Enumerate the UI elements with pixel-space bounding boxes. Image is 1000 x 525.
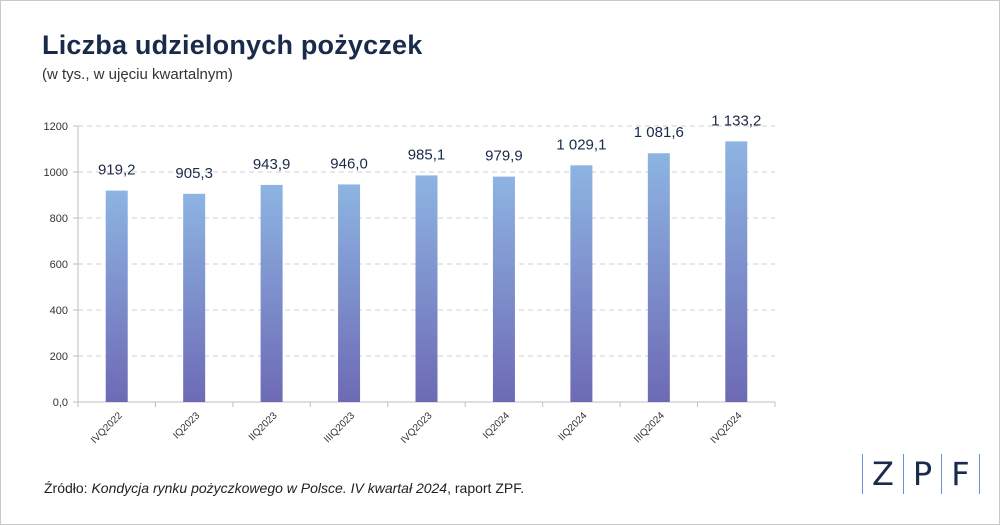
- data-label: 1 029,1: [556, 136, 606, 153]
- data-label: 985,1: [408, 146, 446, 163]
- y-tick-label: 0,0: [53, 397, 68, 409]
- y-tick-label: 800: [50, 213, 68, 225]
- logo-letter: F: [951, 455, 970, 493]
- bar: [647, 153, 670, 402]
- data-label: 1 133,2: [711, 112, 761, 129]
- data-label: 946,0: [330, 155, 368, 172]
- bar: [415, 175, 438, 402]
- bar: [492, 176, 515, 402]
- y-tick-label: 1000: [44, 167, 68, 179]
- y-tick-label: 1200: [44, 121, 68, 133]
- bar: [338, 184, 361, 402]
- source-note: Źródło: Kondycja rynku pożyczkowego w Po…: [44, 480, 524, 496]
- x-tick-label: IVQ2024: [709, 410, 745, 446]
- bar: [725, 141, 748, 402]
- chart-subtitle: (w tys., w ujęciu kwartalnym): [42, 66, 233, 83]
- y-tick-label: 400: [50, 305, 68, 317]
- bar: [570, 165, 593, 402]
- logo-divider: [862, 454, 863, 494]
- bar: [260, 184, 283, 402]
- x-tick-label: IIQ2023: [247, 410, 280, 443]
- data-label: 943,9: [253, 156, 291, 173]
- x-tick-label: IVQ2023: [399, 410, 435, 446]
- y-tick-label: 600: [50, 259, 68, 271]
- source-prefix: Źródło:: [44, 480, 92, 496]
- source-title: Kondycja rynku pożyczkowego w Polsce. IV…: [91, 480, 448, 496]
- bar: [183, 193, 206, 402]
- x-tick-label: IIIQ2024: [632, 410, 667, 445]
- x-tick-label: IQ2023: [171, 410, 202, 441]
- data-label: 1 081,6: [634, 124, 684, 141]
- logo-divider: [978, 454, 980, 494]
- x-tick-label: IIQ2024: [557, 410, 590, 443]
- zpf-logo: Z P F: [862, 454, 980, 494]
- x-tick-label: IQ2024: [481, 410, 512, 441]
- logo-divider: [902, 454, 904, 494]
- data-label: 979,9: [485, 148, 523, 165]
- y-tick-label: 200: [50, 351, 68, 363]
- logo-letter: P: [912, 455, 933, 493]
- chart-title: Liczba udzielonych pożyczek: [42, 30, 423, 60]
- logo-divider: [941, 454, 943, 494]
- bar: [105, 190, 128, 402]
- logo-letter: Z: [872, 455, 894, 493]
- data-label: 919,2: [98, 162, 136, 179]
- data-label: 905,3: [175, 165, 213, 182]
- x-tick-label: IVQ2022: [89, 410, 125, 446]
- x-tick-label: IIIQ2023: [322, 410, 357, 445]
- source-suffix: , raport ZPF.: [447, 480, 525, 496]
